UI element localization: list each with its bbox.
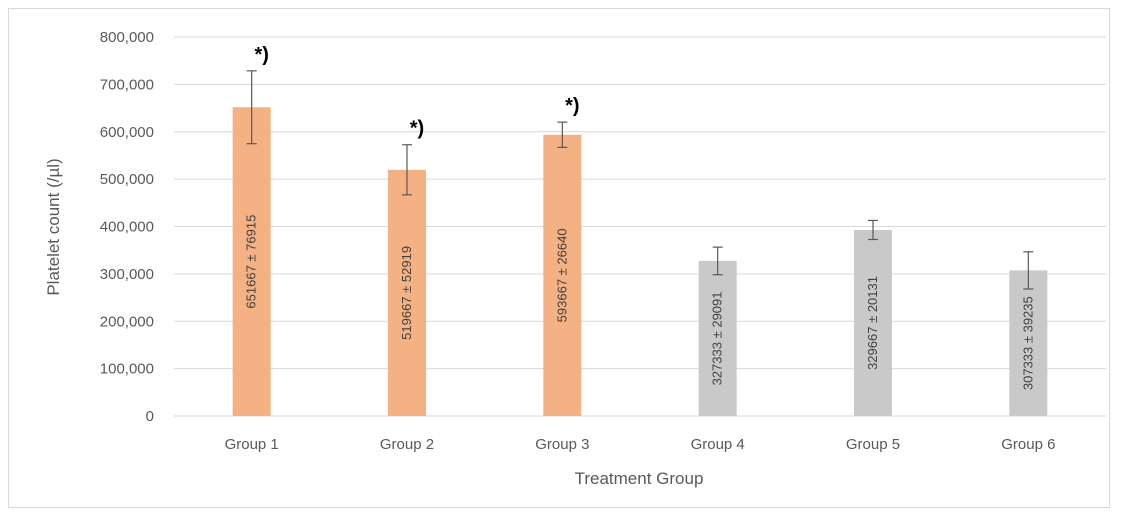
data-label: 519667 ± 52919 [399,246,414,340]
error-bar [1023,251,1034,290]
x-tick-label: Group 6 [1001,436,1055,453]
bar [698,260,737,416]
error-bar [557,121,568,148]
data-labels: 651667 ± 76915 519667 ± 52919 593667 ± 266… [244,215,1036,390]
bar [1009,270,1048,416]
y-axis-ticks: 0 100,000 200,000 300,000 400,000 500,000 600,… [100,29,154,425]
bar [854,229,892,416]
y-tick-label: 100,000 [100,361,154,378]
bars [232,107,1048,417]
y-tick-label: 400,000 [100,219,154,236]
gridlines [174,36,1106,417]
y-tick-label: 700,000 [100,76,154,93]
error-bar [402,144,412,196]
significance-marker: *) [254,44,268,66]
data-label: 593667 ± 26640 [554,228,569,322]
x-tick-label: Group 3 [535,436,589,453]
y-tick-label: 0 [146,408,154,425]
data-label: 329667 ± 20131 [865,276,880,370]
error-bar [712,246,723,276]
error-bar [246,70,257,145]
data-label: 327333 ± 29091 [710,292,725,386]
x-tick-label: Group 1 [225,436,279,453]
y-tick-label: 600,000 [100,124,154,141]
x-axis-ticks: Group 1 Group 2 Group 3 Group 4 Group 5 Group… [225,436,1056,453]
x-axis-title: Treatment Group [575,469,704,488]
error-bar [868,219,878,241]
x-tick-label: Group 4 [691,436,745,453]
y-tick-label: 200,000 [100,313,154,330]
bar-chart: 0 100,000 200,000 300,000 400,000 500,000 600,… [44,29,1106,488]
data-label: 651667 ± 76915 [244,215,259,309]
chart-frame: 0 100,000 200,000 300,000 400,000 500,000 600,… [8,8,1110,508]
bar [388,169,426,416]
significance-marker: *) [410,118,424,140]
significance-marker: *) [565,95,579,117]
y-axis-title: Platelet count (/µl) [44,158,63,295]
y-tick-label: 300,000 [100,266,154,283]
significance-markers: *) *) *) [254,44,579,140]
x-tick-label: Group 2 [380,436,434,453]
y-tick-label: 800,000 [100,29,154,46]
y-tick-label: 500,000 [100,171,154,188]
error-bars [246,70,1034,290]
bar [232,107,271,416]
data-label: 307333 ± 39235 [1020,296,1035,390]
x-tick-label: Group 5 [846,436,900,453]
bar [543,134,582,417]
